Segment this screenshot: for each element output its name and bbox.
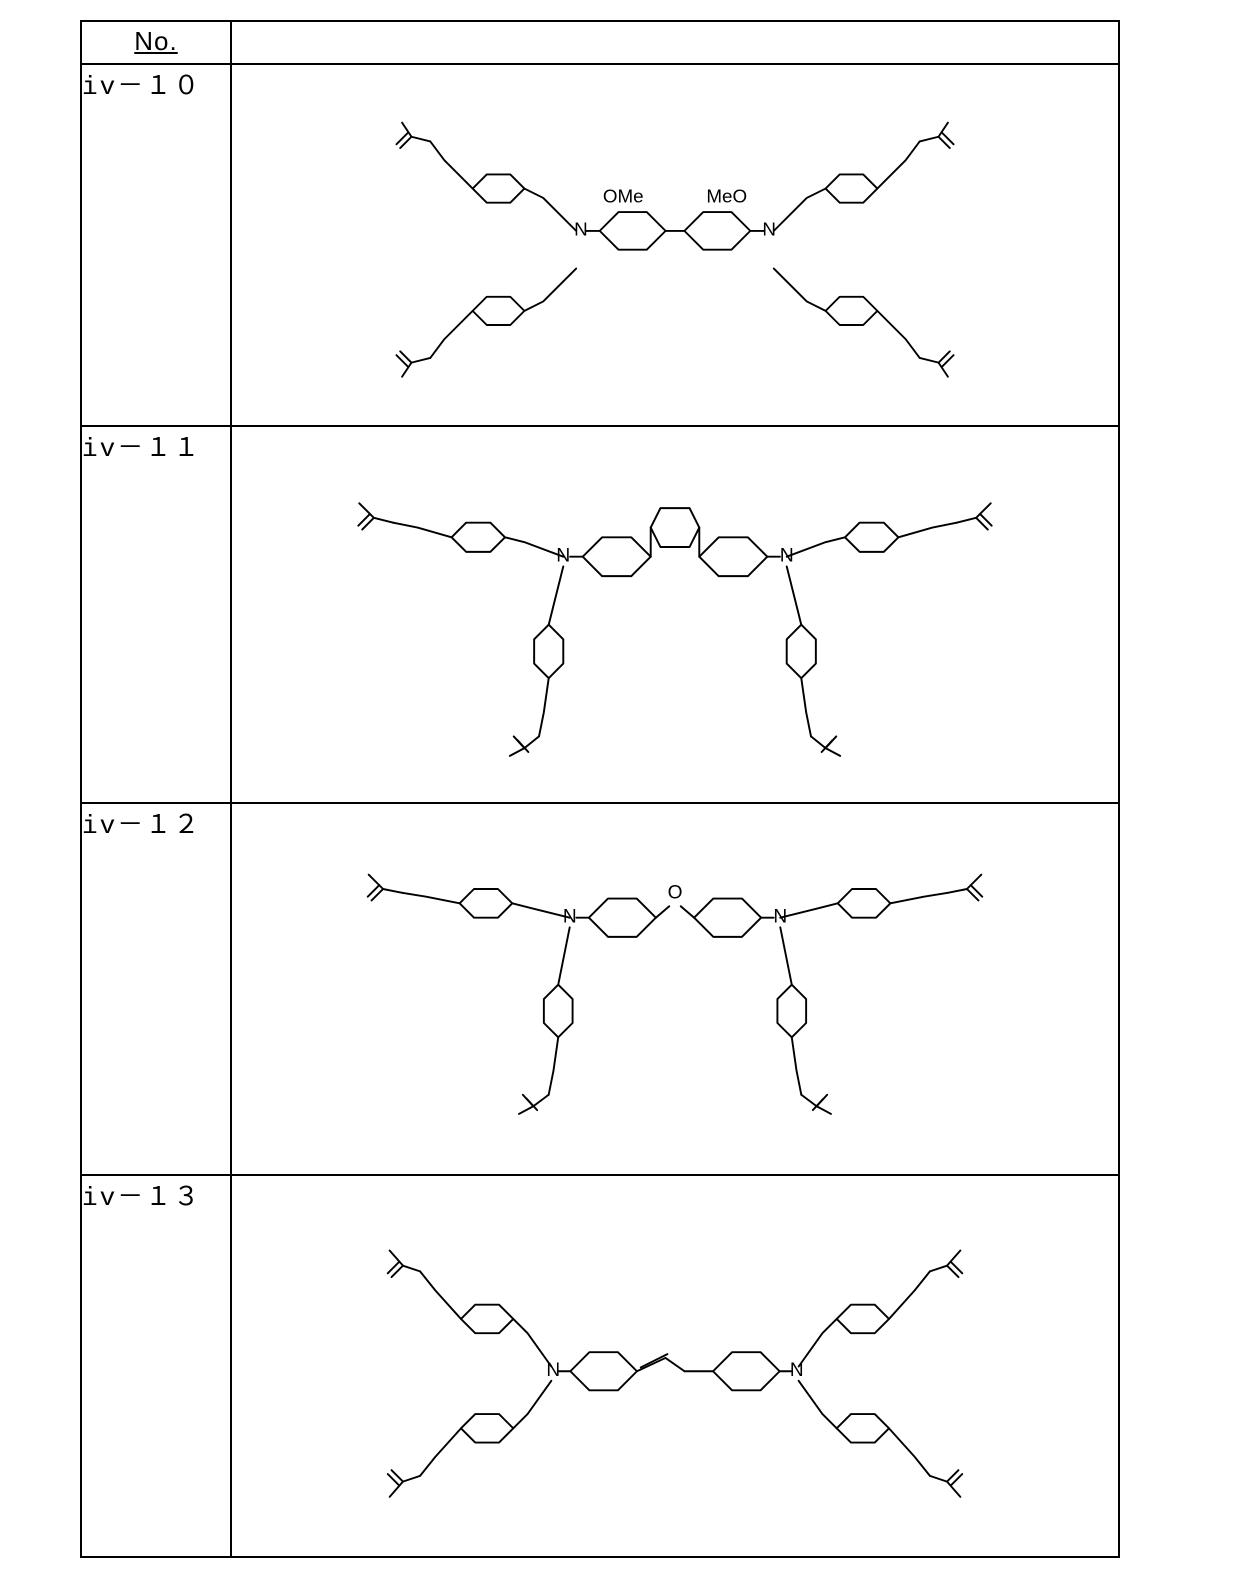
compound-table: No. iv－１０ OMe	[80, 20, 1120, 1558]
n-label: N	[762, 219, 776, 240]
table-row: iv－１１ N N	[81, 426, 1119, 803]
o-label: O	[668, 882, 683, 903]
structure-diagram: N N	[275, 445, 1075, 785]
row-id: iv－１３	[81, 1175, 231, 1557]
page: No. iv－１０ OMe	[0, 0, 1240, 1594]
row-id: iv－１２	[81, 803, 231, 1175]
structure-cell: N N	[231, 426, 1119, 803]
structure-cell: N N	[231, 1175, 1119, 1557]
structure-diagram: O N N	[275, 822, 1075, 1157]
n-label: N	[574, 219, 588, 240]
meo-label: MeO	[706, 186, 747, 207]
row-id: iv－１１	[81, 426, 231, 803]
table-row: iv－１２ O N N	[81, 803, 1119, 1175]
structure-cell: O N N	[231, 803, 1119, 1175]
ome-label: OMe	[603, 186, 644, 207]
table-row: iv－１０ OMe MeO N	[81, 64, 1119, 426]
table-row: iv－１３ N N	[81, 1175, 1119, 1557]
header-no: No.	[81, 21, 231, 64]
header-structure	[231, 21, 1119, 64]
table-header-row: No.	[81, 21, 1119, 64]
structure-diagram: N N	[285, 1194, 1065, 1539]
row-id: iv－１０	[81, 64, 231, 426]
structure-cell: OMe MeO N N	[231, 64, 1119, 426]
structure-diagram: OMe MeO N N	[285, 85, 1065, 405]
